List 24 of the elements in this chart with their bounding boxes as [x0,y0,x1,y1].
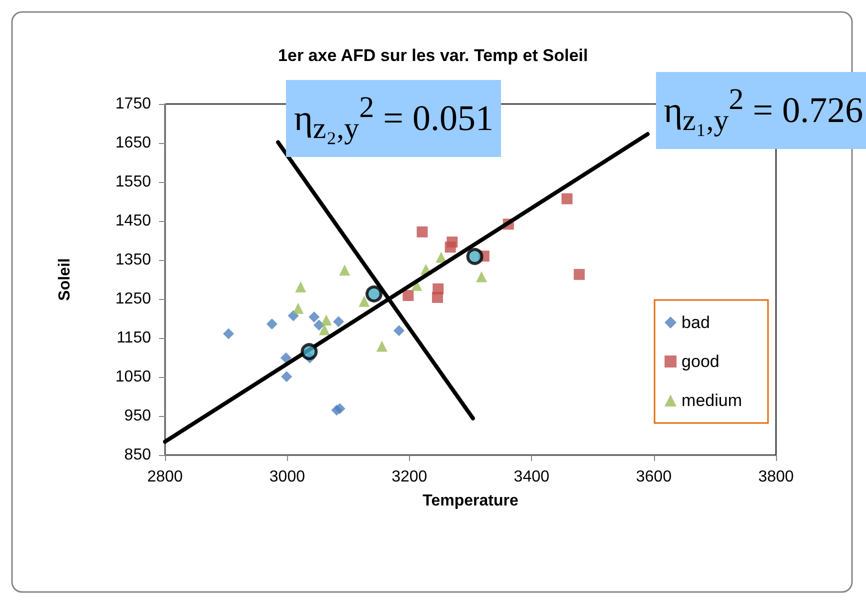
y-tick-label: 1150 [116,330,152,346]
y-tick-label: 1250 [115,290,152,308]
x-tick-label: 3400 [514,468,550,486]
x-tick-label: 2800 [147,468,183,486]
y-axis-title: Soleil [56,258,74,301]
y-tick-label: 1050 [115,368,152,386]
legend-label: medium [682,391,742,410]
y-tick-label: 1350 [115,252,152,268]
y-tick-label: 1750 [115,96,152,112]
x-tick-label: 3000 [269,468,306,486]
y-tick-label: 850 [124,446,152,464]
x-tick-label: 3200 [392,468,428,486]
chart-title: 1er axe AFD sur les var. Temp et Soleil [278,46,588,65]
x-tick-label: 3800 [758,468,794,486]
annotation: η$_{z₁,y}$$^{2}$ = 0.726 [656,72,866,150]
y-tick-label: 1550 [115,174,152,190]
x-tick-label: 3600 [636,468,672,486]
annotation: η$_{z₂,y}$$^{2}$ = 0.051 [286,80,502,158]
x-axis-title: Temperature [422,492,518,510]
y-tick-label: 1650 [115,134,152,152]
y-tick-label: 950 [124,408,152,424]
y-tick-label: 1450 [115,212,152,230]
legend-label: good [682,352,720,371]
legend-label: bad [682,313,710,332]
